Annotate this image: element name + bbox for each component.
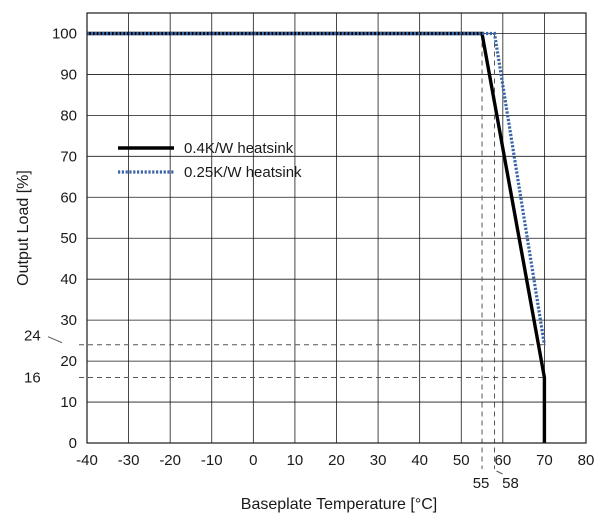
y-tick-label: 0 [69,435,77,452]
y-tick-label: 90 [60,66,77,83]
x-tick-label: 20 [328,452,345,469]
legend-label: 0.25K/W heatsink [184,164,302,181]
x-tick-label: 0 [249,452,257,469]
y-tick-label: 40 [60,271,77,288]
reference-leader [47,336,63,344]
x-tick-label: 30 [370,452,387,469]
series-layer [87,31,547,443]
reference-leader [496,470,503,475]
x-tick-label: -10 [201,452,223,469]
x-tick-label: 70 [536,452,553,469]
x-tick-label: 60 [494,452,511,469]
y-tick-label: 10 [60,394,77,411]
y-axis-title: Output Load [%] [15,170,32,286]
x-tick-label: 40 [411,452,428,469]
series-line-0-25kw [87,31,546,345]
y-tick-label: 100 [52,25,77,42]
y-tick-label: 80 [60,107,77,124]
legend-label: 0.4K/W heatsink [184,140,294,157]
plot-frame [86,12,587,444]
series-line-0-4kw [87,31,547,443]
x-axis-title: Baseplate Temperature [°C] [241,496,437,513]
reference-lines-layer: 24 16 55 58 [24,33,545,492]
tick-labels-layer: -40 -30 -20 -10 0 10 20 30 40 50 60 70 80 0 10 20 30 40 50… [52,25,594,469]
x-tick-label: -40 [76,452,98,469]
y-tick-label: 70 [60,148,77,165]
legend: 0.4K/W heatsink 0.25K/W heatsink [118,140,302,181]
y-tick-label: 20 [60,353,77,370]
x-tick-label: 10 [287,452,304,469]
x-tick-label: 50 [453,452,470,469]
y-tick-label: 60 [60,189,77,206]
reference-label-x: 55 [473,475,490,492]
reference-label-y: 16 [24,369,41,386]
x-tick-label: 80 [578,452,595,469]
grid-layer [87,13,586,443]
reference-label-x: 58 [502,475,519,492]
y-tick-label: 30 [60,312,77,329]
reference-label-y: 24 [24,328,41,345]
x-tick-label: -30 [118,452,140,469]
x-tick-label: -20 [159,452,181,469]
y-tick-label: 50 [60,230,77,247]
